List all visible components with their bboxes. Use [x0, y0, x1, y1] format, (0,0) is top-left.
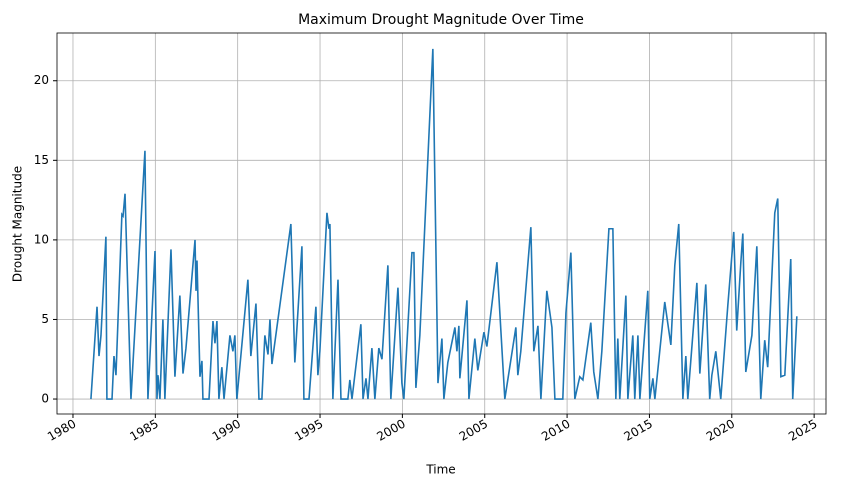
plot-frame [56, 32, 827, 415]
x-axis-label: Time [425, 463, 455, 477]
y-tick-label: 20 [34, 73, 49, 87]
y-axis-label: Drought Magnitude [11, 166, 25, 282]
y-tick-label: 0 [41, 392, 49, 406]
chart-title: Maximum Drought Magnitude Over Time [298, 12, 584, 28]
y-tick-label: 10 [34, 232, 49, 246]
y-tick-label: 15 [34, 153, 49, 167]
data-line [90, 48, 798, 400]
y-tick-label: 5 [41, 312, 49, 326]
